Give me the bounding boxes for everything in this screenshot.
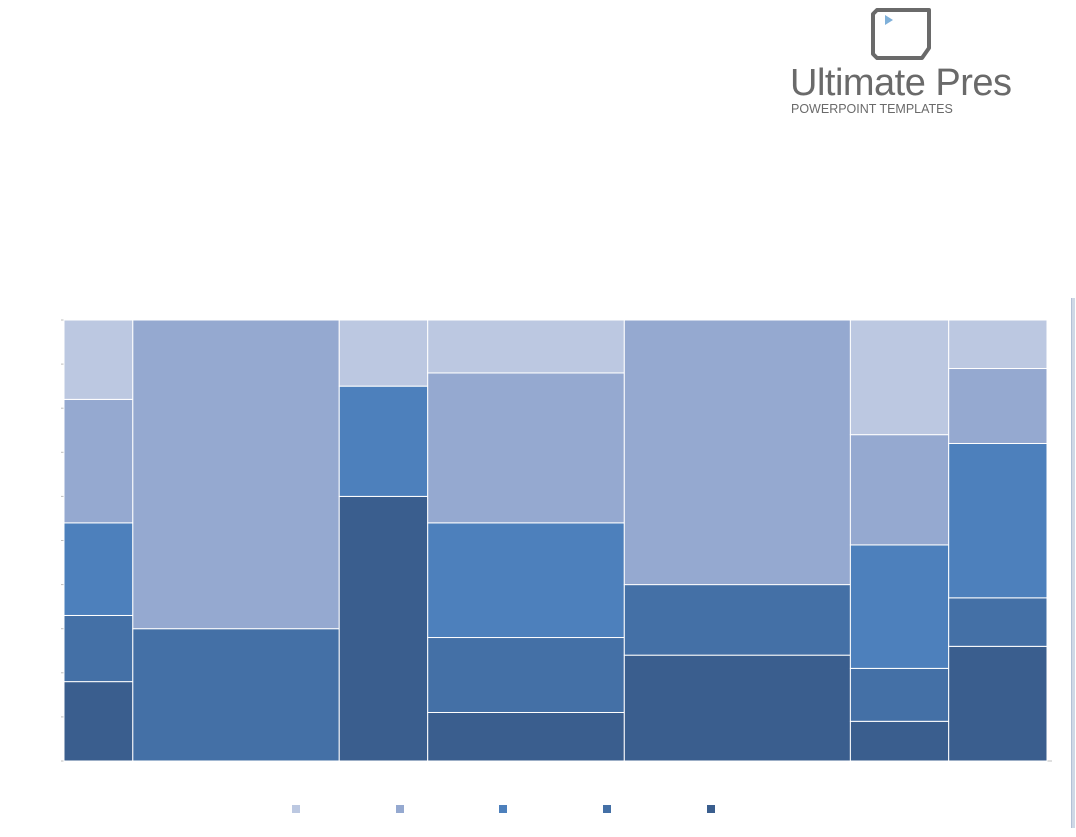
mosaic-segment-col6-s3 [849,544,950,669]
mosaic-segment-col1-s2 [63,398,134,524]
mosaic-segment-col5-s2 [623,319,851,586]
legend-marker-s4 [603,805,611,813]
mosaic-segment-col6-s4 [849,667,950,722]
mosaic-segment-col7-s5 [948,645,1048,762]
mosaic-segment-col5-s5 [623,654,851,762]
mosaic-segment-col5-s4 [623,584,851,656]
mosaic-segment-col3-s1 [338,319,429,387]
mosaic-segment-col3-s3 [338,385,429,497]
mosaic-segment-col1-s1 [63,319,134,400]
legend-marker-s3 [499,805,507,813]
mosaic-segment-col2-s4 [132,628,340,762]
mosaic-segment-col4-s4 [427,637,625,713]
mosaic-segment-col4-s5 [427,711,625,762]
legend-marker-s5 [707,805,715,813]
mosaic-segment-col7-s3 [948,442,1048,599]
play-frame-icon [871,8,931,60]
mosaic-segment-col6-s5 [849,720,950,762]
slide-edge-divider [1071,298,1075,828]
mosaic-segment-col1-s5 [63,681,134,762]
mosaic-segment-col7-s2 [948,368,1048,444]
mosaic-segment-col4-s1 [427,319,625,374]
logo-title: Ultimate Pres [790,62,1012,104]
mosaic-segment-col4-s3 [427,522,625,639]
mosaic-segment-col1-s4 [63,614,134,683]
logo-subtitle: POWERPOINT TEMPLATES [791,102,953,116]
mosaic-segment-col6-s1 [849,319,950,436]
legend-marker-s1 [292,805,300,813]
mosaic-segment-col3-s5 [338,495,429,762]
brand-logo: Ultimate Pres POWERPOINT TEMPLATES [785,4,1025,124]
mosaic-segment-col2-s2 [132,319,340,630]
legend-marker-s2 [396,805,404,813]
mosaic-segment-col1-s3 [63,522,134,616]
mosaic-segment-col7-s1 [948,319,1048,370]
mosaic-segment-col6-s2 [849,434,950,546]
mosaic-segment-col4-s2 [427,372,625,524]
mosaic-segment-col7-s4 [948,597,1048,647]
